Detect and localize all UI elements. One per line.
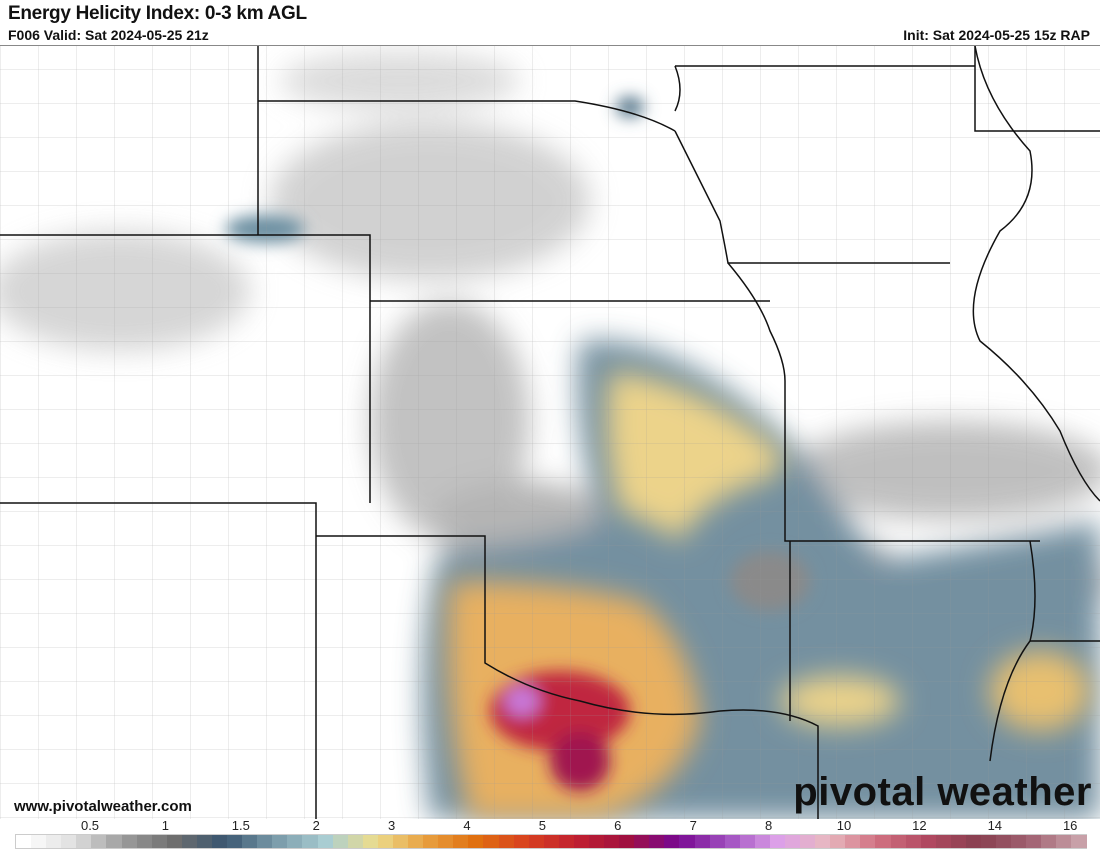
colorbar-cell [543,835,559,848]
colorbar-cell [694,835,710,848]
colorbar-cell [679,835,695,848]
colorbar-cell [784,835,801,848]
colorbar-cell [76,835,92,848]
colorbar-cell [634,835,650,848]
colorbar-cell [845,835,861,848]
colorbar-cell [31,835,47,848]
colorbar-cell [392,835,409,848]
colorbar-cell [332,835,348,848]
colorbar-cell [981,835,997,848]
colorbar-cell [1056,835,1072,848]
colorbar-cell [408,835,424,848]
colorbar-cell [166,835,182,848]
colorbar-cell [483,835,499,848]
website-watermark: www.pivotalweather.com [14,798,192,815]
colorbar-cell [196,835,213,848]
state-borders [0,46,1100,819]
colorbar-cell [604,835,620,848]
colorbar-tick-label: 0.5 [80,818,100,833]
colorbar-tick-label: 8 [764,818,773,833]
colorbar-cell [1071,835,1087,848]
colorbar-cell [996,835,1012,848]
colorbar-cell [965,835,981,848]
colorbar-tick-label: 5 [538,818,547,833]
colorbar-tick-label: 12 [912,818,927,833]
colorbar-cell [121,835,137,848]
colorbar-cell [468,835,484,848]
colorbar-cell [800,835,816,848]
colorbar-cell [739,835,755,848]
colorbar-cell [724,835,740,848]
colorbar-cell [91,835,107,848]
colorbar-cell [46,835,62,848]
colorbar-tick-label: 7 [689,818,697,833]
colorbar-cell [1026,835,1042,848]
colorbar-cell [362,835,378,848]
colorbar-cell [242,835,258,848]
init-time: Init: Sat 2024-05-25 15z RAP [903,27,1090,43]
colorbar-cell [709,835,725,848]
colorbar-cell [513,835,529,848]
colorbar-cell [287,835,303,848]
colorbar-cell [905,835,921,848]
colorbar-cell [664,835,680,848]
colorbar-cell [377,835,393,848]
colorbar-cell [860,835,876,848]
colorbar-tick-label: 4 [463,818,471,833]
colorbar-cell [950,835,966,848]
colorbar-cell [830,835,846,848]
colorbar-cell [890,835,906,848]
colorbar-cell [649,835,665,848]
colorbar-cell [347,835,363,848]
colorbar-tick-label: 1 [161,818,170,833]
colorbar-cell [181,835,197,848]
colorbar-cell [815,835,831,848]
pivotal-weather-logo: pivotal weather [793,770,1092,814]
colorbar-cell [438,835,454,848]
colorbar-tick-label: 14 [987,818,1003,833]
colorbar-cell [16,835,32,848]
map-title: Energy Helicity Index: 0-3 km AGL [8,3,307,24]
colorbar-cell [61,835,77,848]
colorbar-cell [317,835,333,848]
colorbar-cell [498,835,514,848]
colorbar-cell [558,835,574,848]
colorbar-tick-label: 1.5 [231,818,250,833]
colorbar-tick-label: 3 [387,818,396,833]
colorbar-cell [1041,835,1057,848]
colorbar-tick-label: 16 [1062,818,1078,833]
colorbar-cell [588,835,605,848]
colorbar-cell [151,835,167,848]
colorbar-cell [573,835,589,848]
colorbar-cell [136,835,152,848]
valid-time: F006 Valid: Sat 2024-05-25 21z [8,27,209,43]
weather-map [0,45,1100,819]
colorbar-cell [257,835,273,848]
colorbar-cell [920,835,936,848]
colorbar-cell [935,835,951,848]
county-lines [0,46,1100,819]
colorbar-cell [302,835,318,848]
colorbar-tick-label: 2 [312,818,320,833]
colorbar-cell [423,835,439,848]
colorbar-cell [272,835,288,848]
colorbar-cell [875,835,891,848]
colorbar-cell [619,835,635,848]
colorbar-cell [769,835,785,848]
colorbar-cell [528,835,544,848]
colorbar [15,834,1087,849]
colorbar-cell [453,835,469,848]
colorbar-tick-label: 10 [836,818,852,833]
colorbar-cell [1011,835,1027,848]
colorbar-cell [227,835,243,848]
colorbar-cell [106,835,122,848]
colorbar-tick-label: 6 [614,818,622,833]
colorbar-cell [754,835,770,848]
colorbar-cell [212,835,228,848]
